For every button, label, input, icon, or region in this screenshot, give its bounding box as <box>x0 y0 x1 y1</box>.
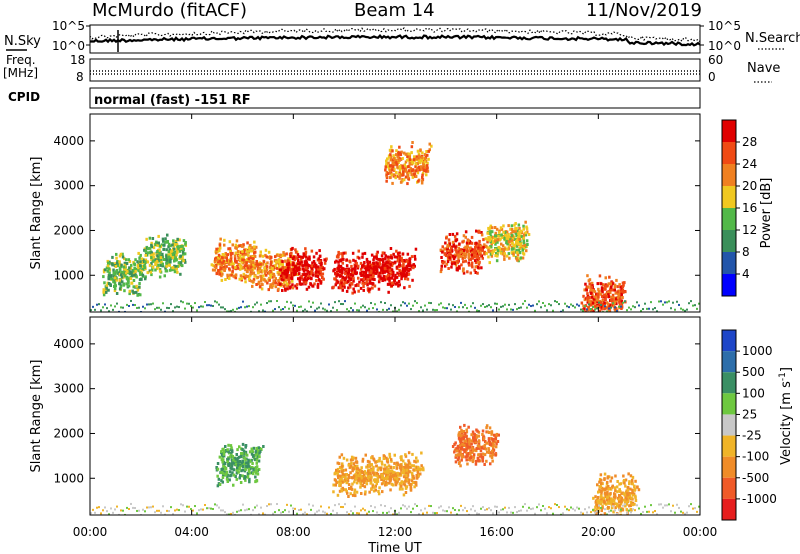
station-title: McMurdo (fitACF) <box>92 0 247 21</box>
noise-left-tick-bottom: 10^0 <box>52 39 85 53</box>
velocity-y-label: Slant Range [km] <box>29 360 44 473</box>
velocity-colorbar-tick-4: -25 <box>742 429 762 443</box>
x-tick-2: 08:00 <box>276 525 311 539</box>
power-feature-10 <box>580 274 627 312</box>
velocity-colorbar-swatch-3 <box>722 393 736 415</box>
power-feature-8 <box>484 220 531 265</box>
freq-tick-bottom: 8 <box>76 70 84 84</box>
freq-tick-top: 18 <box>70 53 85 67</box>
power-colorbar-swatch-4 <box>722 186 736 208</box>
x-tick-0: 00:00 <box>73 525 108 539</box>
power-colorbar-swatch-5 <box>722 164 736 186</box>
cpid-mode: normal (fast) -151 RF <box>94 93 251 108</box>
power-colorbar-swatch-0 <box>722 274 736 296</box>
velocity-colorbar-swatch-6 <box>722 456 736 478</box>
power-feature-7 <box>439 229 489 275</box>
velocity-y-tick-2: 3000 <box>53 382 84 396</box>
velocity-feature-0 <box>215 442 265 488</box>
velocity-colorbar: 1000 500 100 25 -25 -100 -500 -1000 <box>721 329 777 521</box>
velocity-colorbar-tick-2: 100 <box>742 386 765 400</box>
noise-sky-line <box>90 33 700 47</box>
cpid-label: CPID <box>8 90 40 104</box>
power-colorbar-swatch-7 <box>722 120 736 142</box>
x-tick-4: 16:00 <box>479 525 514 539</box>
power-colorbar-swatch-2 <box>722 230 736 252</box>
x-tick-5: 20:00 <box>581 525 616 539</box>
power-y-tick-2: 3000 <box>53 179 84 193</box>
power-data <box>90 141 700 312</box>
velocity-colorbar-tick-1: 500 <box>742 365 765 379</box>
x-axis-label: Time UT <box>367 541 421 554</box>
power-colorbar-tick-1: 8 <box>742 245 750 259</box>
velocity-colorbar-swatch-7 <box>722 477 736 499</box>
velocity-colorbar-swatch-1 <box>722 351 736 373</box>
velocity-colorbar-tick-6: -500 <box>742 471 769 485</box>
velocity-feature-3 <box>451 423 500 468</box>
noise-panel-frame <box>89 24 701 54</box>
velocity-colorbar-swatch-4 <box>722 414 736 436</box>
power-colorbar-label: Power [dB] <box>759 178 774 249</box>
nave-tick-bottom: 0 <box>708 70 716 84</box>
noise-sky-label: N.Sky <box>4 34 41 49</box>
power-feature-9 <box>384 141 433 186</box>
velocity-y-tick-0: 1000 <box>53 471 84 485</box>
velocity-colorbar-swatch-0 <box>722 330 736 352</box>
velocity-colorbar-tick-3: 25 <box>742 407 757 421</box>
noise-right-tick-top: 10^5 <box>708 19 741 33</box>
velocity-feature-2 <box>375 451 425 497</box>
power-y-tick-1: 2000 <box>53 223 84 237</box>
power-colorbar-swatch-6 <box>722 142 736 164</box>
velocity-y-tick-3: 4000 <box>53 337 84 351</box>
velocity-colorbar-label: Velocity [m s-1] <box>778 367 794 465</box>
velocity-y-tick-1: 2000 <box>53 426 84 440</box>
velocity-colorbar-tick-0: 1000 <box>742 344 773 358</box>
power-feature-1 <box>138 233 187 279</box>
date-title: 11/Nov/2019 <box>586 0 702 21</box>
velocity-data <box>90 423 700 515</box>
power-feature-4 <box>278 246 328 292</box>
freq-unit-label: [MHz] <box>3 66 38 80</box>
power-y-tick-0: 1000 <box>53 268 84 282</box>
nave-label: Nave <box>747 61 780 76</box>
velocity-feature-4 <box>592 472 641 515</box>
power-colorbar: 4 8 12 16 20 24 28 <box>721 119 757 297</box>
noise-left-tick-top: 10^5 <box>52 19 85 33</box>
velocity-feature-1 <box>332 453 381 498</box>
power-feature-0 <box>102 251 150 297</box>
freq-panel-frame <box>89 58 701 82</box>
cpid-panel-frame <box>89 87 701 109</box>
power-colorbar-tick-5: 24 <box>742 157 757 171</box>
power-colorbar-swatch-1 <box>722 252 736 274</box>
freq-label: Freq. <box>6 53 36 67</box>
velocity-colorbar-swatch-8 <box>722 498 736 520</box>
x-tick-1: 04:00 <box>174 525 209 539</box>
x-tick-6: 00:00 <box>683 525 718 539</box>
power-colorbar-tick-3: 16 <box>742 201 757 215</box>
noise-right-tick-bottom: 10^0 <box>708 39 741 53</box>
power-colorbar-tick-2: 12 <box>742 223 757 237</box>
nave-tick-top: 60 <box>708 53 723 67</box>
power-colorbar-tick-0: 4 <box>742 267 750 281</box>
velocity-colorbar-swatch-2 <box>722 372 736 394</box>
noise-search-label: N.Search <box>745 31 800 46</box>
velocity-colorbar-tick-7: -1000 <box>742 492 777 506</box>
power-colorbar-tick-4: 20 <box>742 179 757 193</box>
power-y-tick-3: 4000 <box>53 134 84 148</box>
power-y-label: Slant Range [km] <box>29 157 44 270</box>
noise-search-line <box>90 26 700 43</box>
beam-title: Beam 14 <box>354 0 435 21</box>
power-feature-2 <box>210 237 258 284</box>
velocity-colorbar-swatch-5 <box>722 435 736 457</box>
velocity-colorbar-tick-5: -100 <box>742 450 769 464</box>
power-colorbar-tick-6: 28 <box>742 135 757 149</box>
x-tick-3: 12:00 <box>378 525 413 539</box>
power-colorbar-swatch-3 <box>722 208 736 230</box>
power-feature-6 <box>367 247 418 294</box>
